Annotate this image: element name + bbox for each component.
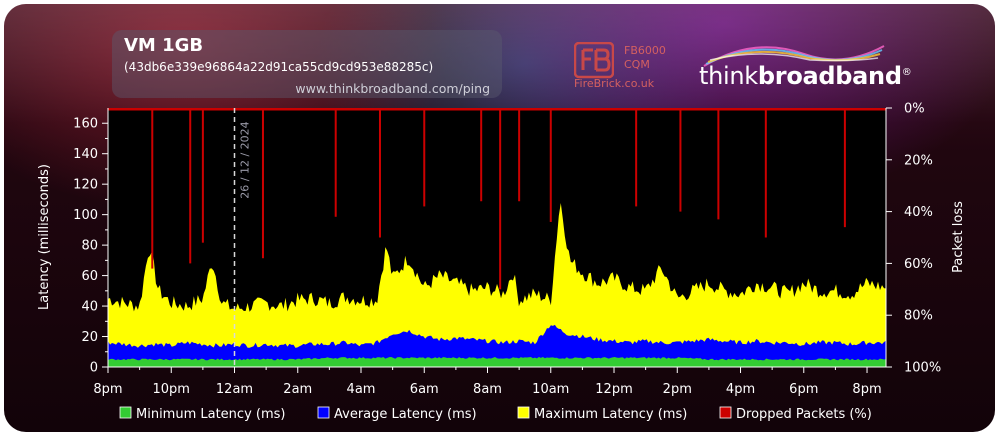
y-tick-label: 60 (81, 269, 98, 284)
y-tick-label: 20 (81, 330, 98, 345)
minimum-latency-area (108, 357, 886, 367)
x-tick-label: 8pm (93, 382, 122, 397)
y2-tick-label: 100% (904, 361, 941, 376)
dropped-baseline (108, 108, 886, 111)
x-tick-label: 8pm (852, 382, 881, 397)
dropped-spike (518, 108, 521, 202)
y-tick-label: 80 (81, 239, 98, 254)
firebrick-site: FireBrick.co.uk (574, 77, 655, 90)
x-tick-label: 4am (347, 382, 376, 397)
dropped-spike (764, 108, 767, 238)
y2-tick-label: 40% (904, 205, 933, 220)
dropped-spike (717, 108, 720, 220)
y-tick-label: 40 (81, 300, 98, 315)
graph-title: VM 1GB (124, 35, 204, 56)
y-tick-label: 160 (73, 117, 98, 132)
tb-logo-mark: ® (901, 67, 912, 78)
dropped-spike (189, 108, 192, 264)
dropped-spike (549, 108, 552, 222)
series-layer (108, 203, 886, 367)
dropped-spike (201, 108, 204, 243)
legend-swatch (719, 406, 732, 419)
y2-tick-label: 60% (904, 257, 933, 272)
legend-label: Minimum Latency (ms) (136, 407, 285, 422)
average-latency-area (108, 324, 886, 367)
y-tick-label: 140 (73, 147, 98, 162)
y-axis-label: Latency (milliseconds) (37, 164, 52, 310)
x-tick-label: 4pm (726, 382, 755, 397)
maximum-latency-area (108, 203, 886, 367)
legend-label: Average Latency (ms) (334, 407, 477, 422)
firebrick-logo-icon (574, 42, 614, 79)
dropped-spike (635, 108, 638, 207)
y2-tick-label: 20% (904, 153, 933, 168)
dropped-spike (499, 108, 502, 290)
y2-tick-label: 0% (904, 102, 925, 117)
y-tick-label: 0 (90, 361, 98, 376)
thinkbroadband-logo: thinkbroadband® (699, 62, 912, 90)
x-tick-label: 12pm (595, 382, 632, 397)
dropped-spike (480, 108, 483, 202)
legend: Minimum Latency (ms) Average Latency (ms)… (119, 406, 872, 422)
x-tick-label: 6am (410, 382, 439, 397)
dropped-spike (423, 108, 426, 207)
title-box: VM 1GB (43db6e339e96864a22d91ca55cd9cd95… (112, 30, 502, 98)
dropped-spike (334, 108, 337, 217)
dropped-spike (261, 108, 264, 259)
firebrick-model: FB6000 CQM (624, 44, 666, 72)
legend-swatch (119, 406, 132, 419)
x-tick-label: 6pm (789, 382, 818, 397)
y2-tick-label: 80% (904, 309, 933, 324)
tb-logo-bold: broadband (757, 62, 902, 90)
x-tick-label: 10pm (153, 382, 190, 397)
x-tick-label: 8am (473, 382, 502, 397)
x-tick-label: 10am (532, 382, 569, 397)
legend-label: Dropped Packets (%) (736, 407, 872, 422)
legend-label: Maximum Latency (ms) (534, 407, 687, 422)
thinkbroadband-swoosh-icon (703, 45, 885, 67)
legend-swatch (317, 406, 330, 419)
y-tick-label: 100 (73, 208, 98, 223)
x-tick-label: 2pm (663, 382, 692, 397)
dropped-spike (151, 108, 154, 269)
dropped-layer (108, 108, 886, 290)
gloss-overlay (4, 4, 995, 124)
firebrick-model-line2: CQM (624, 58, 650, 71)
x-tick-label: 12am (216, 382, 253, 397)
firebrick-model-line1: FB6000 (624, 44, 666, 57)
legend-swatch (517, 406, 530, 419)
dropped-spike (843, 108, 846, 228)
source-url: www.thinkbroadband.com/ping (295, 81, 490, 96)
dropped-spike (679, 108, 682, 212)
x-tick-label: 2am (283, 382, 312, 397)
tb-logo-light: think (699, 62, 758, 90)
y-tick-label: 120 (73, 178, 98, 193)
axes-layer: 26 / 12 / 2024 0 20 40 60 80 100 120 140 160 0% 20%… (73, 102, 941, 398)
graph-subtitle: (43db6e339e96864a22d91ca55cd9cd953e88285… (124, 60, 434, 74)
y2-axis-label: Packet loss (951, 201, 966, 273)
date-marker-label: 26 / 12 / 2024 (239, 121, 252, 198)
dropped-spike (378, 108, 381, 238)
